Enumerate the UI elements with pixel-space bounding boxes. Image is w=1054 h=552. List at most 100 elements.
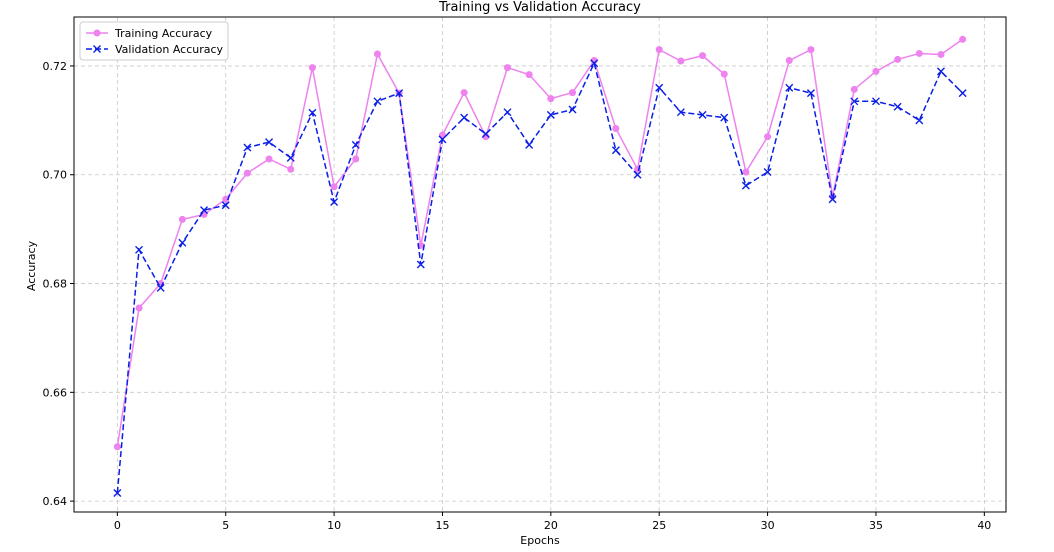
x-tick-label: 15 xyxy=(435,519,449,532)
validation-accuracy-point xyxy=(113,488,122,497)
legend-marker xyxy=(93,45,101,53)
validation-accuracy-point xyxy=(308,108,317,117)
validation-accuracy-point xyxy=(850,97,859,106)
x-tick-label: 5 xyxy=(222,519,229,532)
validation-accuracy-point xyxy=(958,89,967,98)
validation-accuracy-point xyxy=(720,113,729,122)
training-accuracy-point xyxy=(178,215,186,223)
validation-accuracy-point xyxy=(330,197,339,206)
validation-accuracy-point xyxy=(806,89,815,98)
validation-accuracy-point xyxy=(156,283,165,292)
legend-marker xyxy=(93,29,101,37)
legend-label: Validation Accuracy xyxy=(115,43,224,56)
validation-accuracy-point xyxy=(915,116,924,125)
y-tick-label: 0.70 xyxy=(43,169,68,182)
validation-accuracy-line xyxy=(116,61,964,494)
training-accuracy-point xyxy=(330,183,338,191)
training-accuracy-point xyxy=(937,51,945,59)
y-tick-label: 0.72 xyxy=(43,60,68,73)
training-accuracy-point xyxy=(807,46,815,54)
validation-accuracy-point xyxy=(265,138,274,147)
training-accuracy-point xyxy=(352,155,360,163)
y-tick-label: 0.66 xyxy=(43,386,68,399)
validation-accuracy-point xyxy=(351,140,360,149)
x-tick-label: 10 xyxy=(327,519,341,532)
training-accuracy-line xyxy=(116,38,964,447)
training-accuracy-point xyxy=(135,304,143,312)
validation-accuracy-point xyxy=(785,83,794,92)
validation-accuracy-point xyxy=(655,83,664,92)
legend-box xyxy=(79,21,229,61)
y-tick-label: 0.64 xyxy=(43,495,68,508)
x-tick-label: 40 xyxy=(977,519,991,532)
training-accuracy-point xyxy=(460,89,468,97)
validation-accuracy-point xyxy=(676,108,685,117)
training-accuracy-point xyxy=(287,165,295,173)
training-accuracy-point xyxy=(720,70,728,78)
validation-accuracy-point xyxy=(763,168,772,177)
validation-accuracy-point xyxy=(568,105,577,114)
validation-accuracy-point xyxy=(936,67,945,76)
training-accuracy-point xyxy=(699,52,707,60)
validation-accuracy-point xyxy=(741,181,750,190)
training-accuracy-point xyxy=(742,168,750,176)
validation-accuracy-point xyxy=(395,89,404,98)
x-tick-label: 25 xyxy=(652,519,666,532)
validation-accuracy-point xyxy=(438,135,447,144)
y-tick-label: 0.68 xyxy=(43,278,68,291)
legend: Training Accuracy Validation Accuracy xyxy=(79,21,229,61)
plot-frame xyxy=(73,16,1007,513)
training-accuracy-point xyxy=(915,49,923,57)
training-accuracy-point xyxy=(525,71,533,79)
validation-accuracy-point xyxy=(243,143,252,152)
validation-accuracy-point xyxy=(698,110,707,119)
validation-accuracy-point xyxy=(286,153,295,162)
validation-accuracy-point xyxy=(373,97,382,106)
training-accuracy-point xyxy=(677,57,685,65)
validation-accuracy-point xyxy=(135,245,144,254)
training-accuracy-point xyxy=(655,46,663,54)
validation-accuracy-point xyxy=(503,108,512,117)
x-axis-label: Epochs xyxy=(520,534,560,547)
training-accuracy-point xyxy=(243,169,251,177)
training-accuracy-point xyxy=(959,35,967,43)
training-accuracy-point xyxy=(503,64,511,72)
validation-accuracy-point xyxy=(178,238,187,247)
validation-accuracy-point xyxy=(590,59,599,68)
validation-accuracy-point xyxy=(611,146,620,155)
training-accuracy-point xyxy=(113,443,121,451)
training-accuracy-point xyxy=(373,50,381,58)
x-tick-label: 35 xyxy=(869,519,883,532)
validation-accuracy-point xyxy=(546,110,555,119)
chart-title: Training vs Validation Accuracy xyxy=(438,0,641,15)
training-accuracy-point xyxy=(764,133,772,141)
validation-accuracy-point xyxy=(828,195,837,204)
series-layer xyxy=(113,35,967,497)
training-accuracy-point xyxy=(569,89,577,97)
training-accuracy-point xyxy=(872,67,880,75)
validation-accuracy-point xyxy=(221,201,230,210)
grid-layer xyxy=(74,17,1006,512)
training-accuracy-point xyxy=(222,195,230,203)
training-accuracy-point xyxy=(547,95,555,103)
x-tick-label: 0 xyxy=(114,519,121,532)
validation-accuracy-point xyxy=(200,206,209,215)
training-accuracy-point xyxy=(785,57,793,65)
validation-accuracy-point xyxy=(525,140,534,149)
validation-accuracy-point xyxy=(871,97,880,106)
validation-accuracy-point xyxy=(633,170,642,179)
training-accuracy-point xyxy=(894,55,902,63)
validation-accuracy-point xyxy=(481,129,490,138)
y-axis-label: Accuracy xyxy=(25,240,38,291)
validation-accuracy-point xyxy=(416,260,425,269)
x-tick-label: 20 xyxy=(544,519,558,532)
ticks-layer: 0 5 10 15 20 25 30 35 40 0.64 0.66 0.68 0.70 0.72 xyxy=(43,60,992,532)
training-accuracy-point xyxy=(850,85,858,93)
training-accuracy-point xyxy=(265,155,273,163)
legend-label: Training Accuracy xyxy=(114,27,213,40)
training-accuracy-point xyxy=(308,64,316,72)
validation-accuracy-point xyxy=(893,102,902,111)
training-accuracy-point xyxy=(612,125,620,133)
